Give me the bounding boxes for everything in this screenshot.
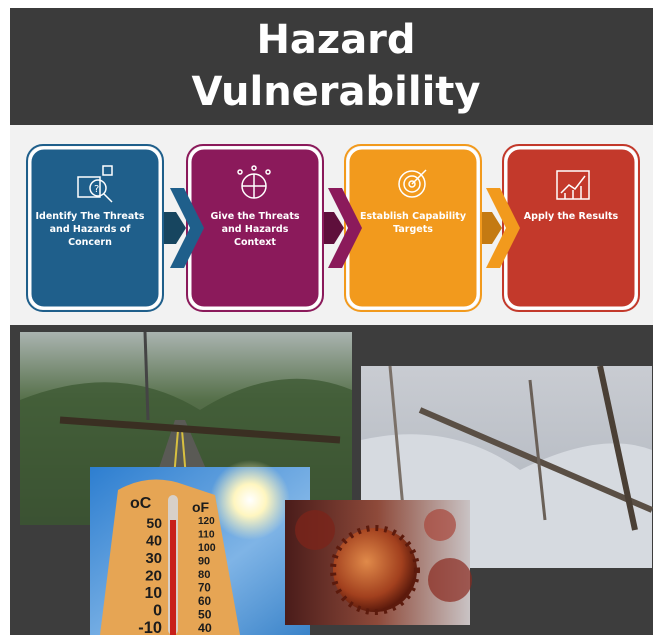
fahrenheit-tick: 40 bbox=[198, 621, 212, 635]
celsius-tick: 40 bbox=[146, 534, 162, 550]
icons: ? bbox=[77, 165, 590, 203]
fahrenheit-tick: 50 bbox=[198, 608, 212, 622]
fahrenheit-tick: 120 bbox=[198, 516, 215, 527]
fahrenheit-tick: 80 bbox=[198, 569, 210, 581]
celsius-tick: 0 bbox=[153, 603, 162, 620]
arrows bbox=[164, 188, 520, 268]
step-label: Apply the Results bbox=[523, 211, 619, 222]
svg-text:?: ? bbox=[94, 184, 99, 195]
fahrenheit-unit: oF bbox=[192, 499, 210, 515]
card bbox=[504, 146, 638, 310]
fahrenheit-tick: 100 bbox=[198, 542, 216, 554]
celsius-tick: 50 bbox=[146, 515, 162, 531]
heat-photo bbox=[90, 460, 310, 635]
celsius-tick: 20 bbox=[145, 568, 162, 585]
fahrenheit-tick: 60 bbox=[198, 594, 212, 608]
celsius-tick: 30 bbox=[146, 551, 162, 567]
celsius-unit: oC bbox=[130, 495, 152, 512]
chevron bbox=[170, 188, 204, 268]
step-label: Identify The Threats and Hazards of Conc… bbox=[35, 211, 145, 248]
card-outline bbox=[344, 144, 482, 312]
arrow bbox=[482, 212, 502, 244]
card-outline bbox=[26, 144, 164, 312]
step-label: Give the Threats and Hazards Context bbox=[210, 211, 300, 248]
celsius-tick: -10 bbox=[138, 619, 162, 635]
icon bbox=[398, 170, 426, 198]
arrow bbox=[324, 212, 344, 244]
chevron bbox=[328, 188, 362, 268]
card-outline bbox=[186, 144, 324, 312]
card bbox=[28, 146, 162, 310]
celsius-tick: 10 bbox=[145, 585, 163, 602]
fahrenheit-tick: 70 bbox=[198, 583, 211, 595]
virus-photo bbox=[285, 500, 472, 625]
card-outline bbox=[502, 144, 640, 312]
chevron bbox=[486, 188, 520, 268]
arrow bbox=[164, 212, 186, 244]
fahrenheit-tick: 90 bbox=[198, 556, 210, 568]
step-label: Establish Capability Targets bbox=[359, 211, 467, 235]
fahrenheit-tick: 110 bbox=[198, 530, 215, 541]
icon bbox=[77, 176, 101, 198]
